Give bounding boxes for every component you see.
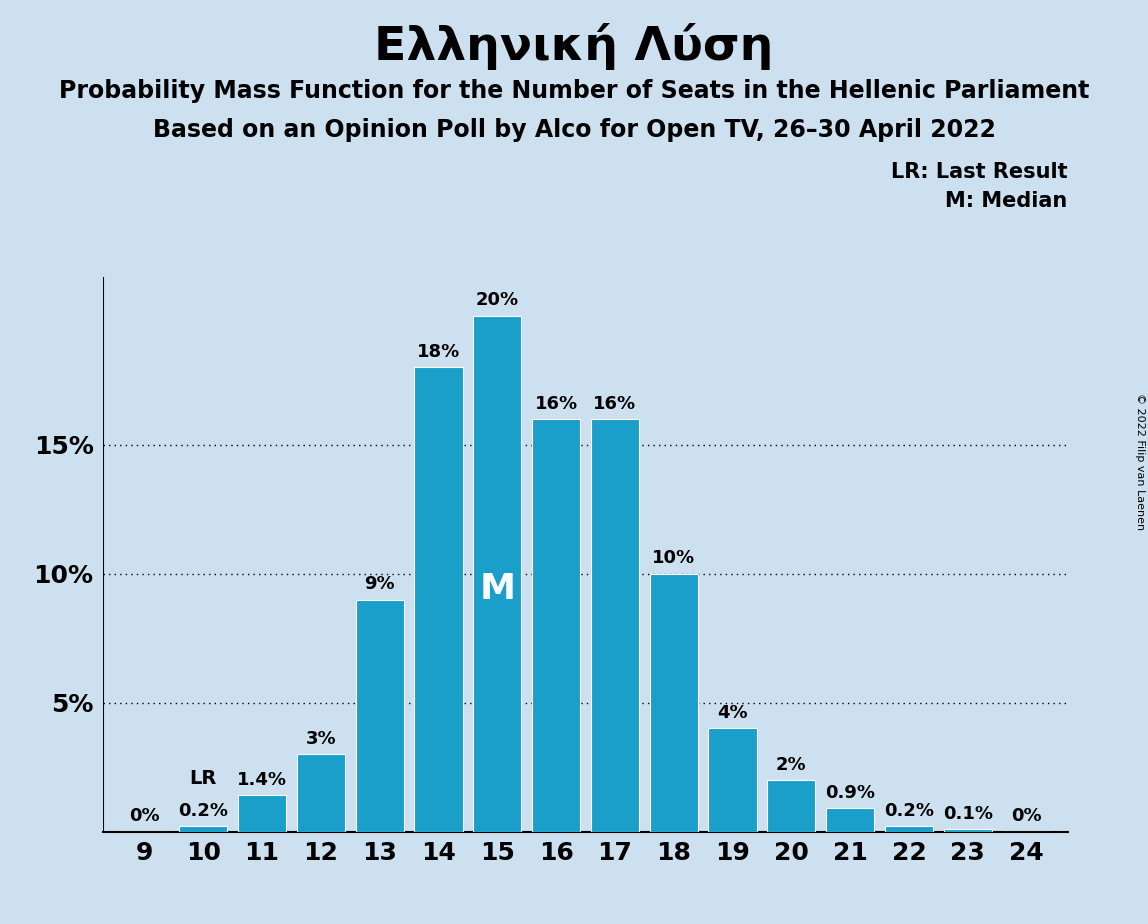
Bar: [944, 829, 992, 832]
Bar: [591, 419, 639, 832]
Text: 16%: 16%: [535, 395, 577, 413]
Text: © 2022 Filip van Laenen: © 2022 Filip van Laenen: [1135, 394, 1145, 530]
Bar: [532, 419, 580, 832]
Bar: [356, 600, 404, 832]
Text: 0.9%: 0.9%: [825, 784, 875, 802]
Text: 9%: 9%: [364, 575, 395, 593]
Text: M: M: [479, 572, 515, 606]
Text: M: Median: M: Median: [946, 191, 1068, 212]
Text: 1.4%: 1.4%: [238, 771, 287, 789]
Bar: [708, 728, 757, 832]
Bar: [767, 780, 815, 832]
Bar: [473, 316, 521, 832]
Text: 4%: 4%: [718, 704, 747, 722]
Text: 2%: 2%: [776, 756, 807, 773]
Bar: [825, 808, 874, 832]
Text: 0%: 0%: [1011, 808, 1041, 825]
Text: 0%: 0%: [130, 808, 160, 825]
Bar: [414, 368, 463, 832]
Bar: [885, 826, 933, 832]
Text: LR: Last Result: LR: Last Result: [891, 162, 1068, 182]
Text: 16%: 16%: [594, 395, 636, 413]
Bar: [179, 826, 227, 832]
Bar: [297, 754, 346, 832]
Text: 10%: 10%: [652, 549, 696, 567]
Text: 18%: 18%: [417, 343, 460, 361]
Bar: [650, 574, 698, 832]
Text: Probability Mass Function for the Number of Seats in the Hellenic Parliament: Probability Mass Function for the Number…: [59, 79, 1089, 103]
Bar: [238, 796, 286, 832]
Text: Ελληνική Λύση: Ελληνική Λύση: [374, 23, 774, 70]
Text: 0.1%: 0.1%: [943, 805, 993, 822]
Text: Based on an Opinion Poll by Alco for Open TV, 26–30 April 2022: Based on an Opinion Poll by Alco for Ope…: [153, 118, 995, 142]
Text: 0.2%: 0.2%: [884, 802, 933, 820]
Text: 20%: 20%: [475, 291, 519, 310]
Text: 3%: 3%: [305, 730, 336, 748]
Text: LR: LR: [189, 769, 217, 788]
Text: 0.2%: 0.2%: [178, 802, 228, 820]
